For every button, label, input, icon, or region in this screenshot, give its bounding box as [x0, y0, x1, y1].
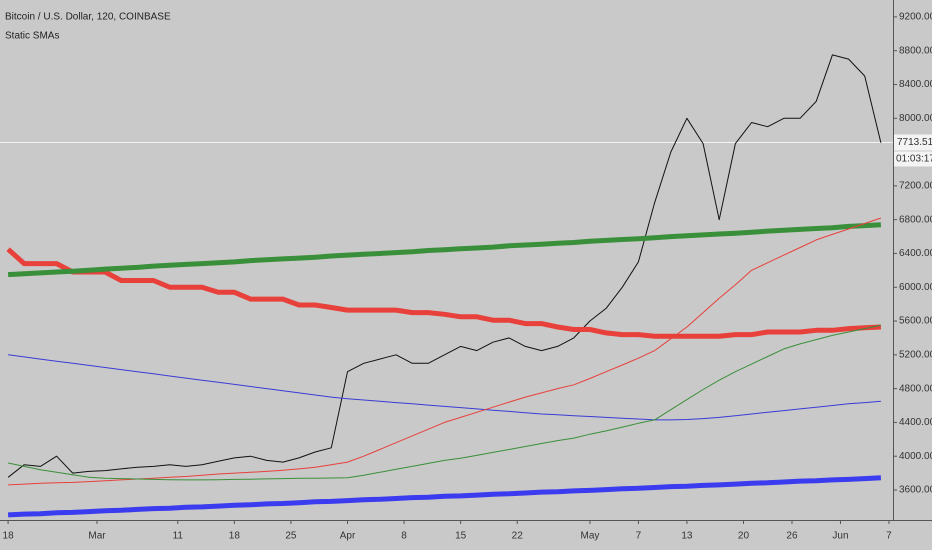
x-tick-label: 25	[285, 531, 297, 542]
x-tick-label: 20	[738, 531, 750, 542]
x-tick-label: 8	[401, 531, 407, 542]
x-tick-label: 18	[229, 531, 241, 542]
x-tick-label: Mar	[88, 531, 106, 542]
y-tick-label: 6000.00	[899, 282, 932, 293]
countdown-box	[894, 151, 932, 167]
y-tick-label: 5600.00	[899, 316, 932, 327]
y-tick-label: 8800.00	[899, 45, 932, 56]
x-tick-label: 11	[173, 531, 184, 542]
x-tick-label: Jun	[832, 531, 848, 542]
x-tick-label: 7	[636, 531, 642, 542]
series-line	[7, 475, 882, 518]
series-line	[7, 222, 882, 278]
y-tick-label: 8000.00	[899, 113, 932, 124]
series-line	[7, 54, 882, 478]
x-tick-label: 18	[3, 531, 15, 542]
y-tick-label: 6400.00	[899, 248, 932, 259]
y-tick-label: 9200.00	[899, 12, 932, 23]
series-line	[8, 217, 882, 486]
x-tick-label: 7	[886, 531, 892, 542]
x-tick-label: 22	[512, 531, 524, 542]
y-tick-label: 8400.00	[899, 79, 932, 90]
plot-area	[0, 54, 893, 518]
y-tick-label: 7200.00	[899, 181, 932, 192]
indicator-name: Static SMAs	[5, 31, 59, 42]
x-tick-label: 26	[786, 531, 798, 542]
last-price-label: 7713.51	[897, 137, 932, 148]
y-tick-label: 6800.00	[899, 214, 932, 225]
countdown-label: 01:03:17	[896, 154, 932, 165]
x-tick-label: 15	[455, 531, 467, 542]
series-line	[7, 324, 881, 481]
y-tick-label: 4400.00	[899, 417, 932, 428]
x-tick-label: May	[580, 531, 599, 542]
chart-title: Bitcoin / U.S. Dollar, 120, COINBASE	[5, 12, 171, 23]
x-tick-label: Apr	[340, 531, 356, 542]
series-line	[6, 247, 882, 339]
y-tick-label: 3600.00	[899, 485, 932, 496]
y-tick-label: 5200.00	[899, 349, 932, 360]
last-price-box	[894, 134, 932, 151]
series-line	[8, 354, 881, 421]
y-tick-label: 4800.00	[899, 383, 932, 394]
y-tick-label: 4000.00	[899, 451, 932, 462]
x-tick-label: 13	[681, 531, 693, 542]
